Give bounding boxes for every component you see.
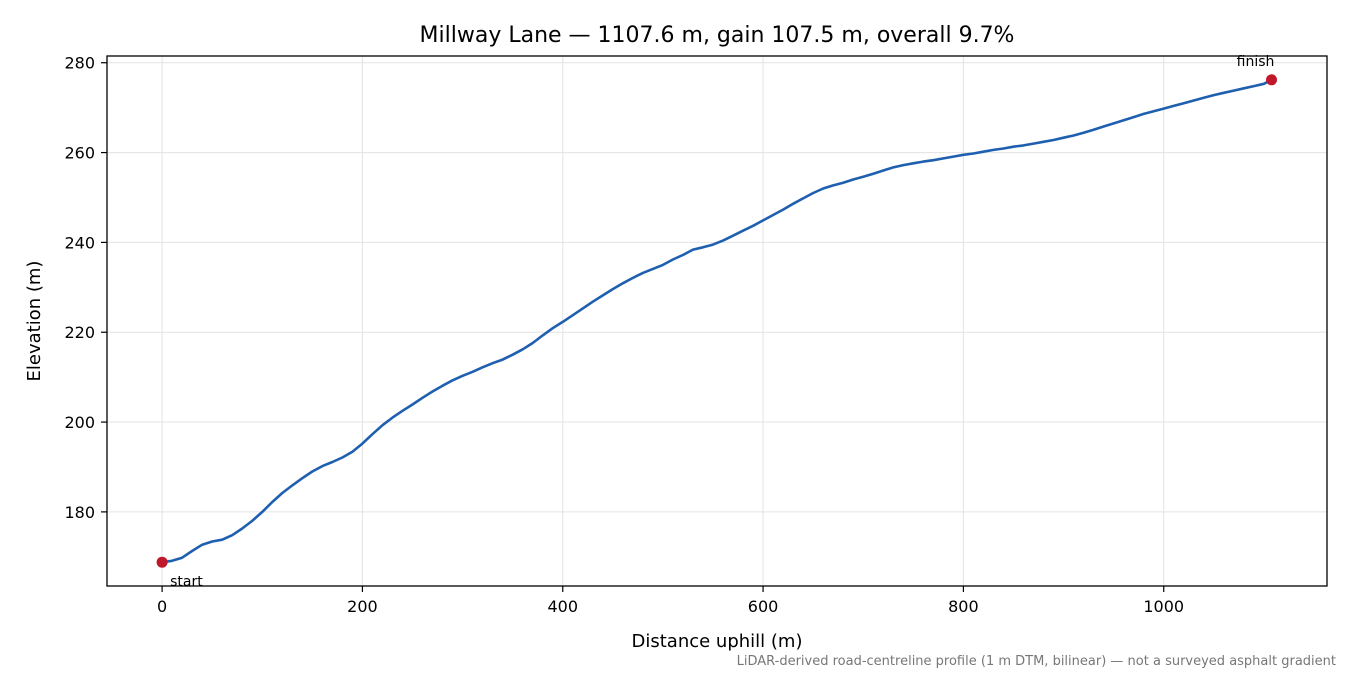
finish-marker [1266, 74, 1278, 86]
y-tick-label: 180 [64, 503, 95, 522]
y-axis-label: Elevation (m) [24, 261, 45, 382]
y-tick-label: 200 [64, 413, 95, 432]
y-tick-label: 260 [64, 144, 95, 163]
start-marker [156, 556, 168, 568]
x-tick-label: 600 [748, 597, 779, 616]
finish-label: finish [1237, 54, 1275, 70]
y-tick-label: 240 [64, 233, 95, 252]
plot-area: start finish [156, 54, 1278, 590]
axis-ticks: 0 200 400 600 800 1000 180 200 220 240 260 280 [64, 54, 1184, 616]
x-tick-label: 1000 [1143, 597, 1184, 616]
x-tick-label: 0 [157, 597, 167, 616]
x-tick-label: 800 [948, 597, 979, 616]
y-tick-label: 280 [64, 54, 95, 73]
axes-frame [106, 55, 1328, 587]
y-tick-label: 220 [64, 323, 95, 342]
x-axis-label: Distance uphill (m) [632, 631, 803, 652]
footnote: LiDAR-derived road-centreline profile (1… [737, 654, 1336, 669]
start-label: start [170, 574, 203, 590]
chart-title: Millway Lane — 1107.6 m, gain 107.5 m, o… [420, 23, 1015, 48]
elevation-line [160, 78, 1273, 564]
x-tick-label: 400 [547, 597, 578, 616]
x-tick-label: 200 [347, 597, 378, 616]
